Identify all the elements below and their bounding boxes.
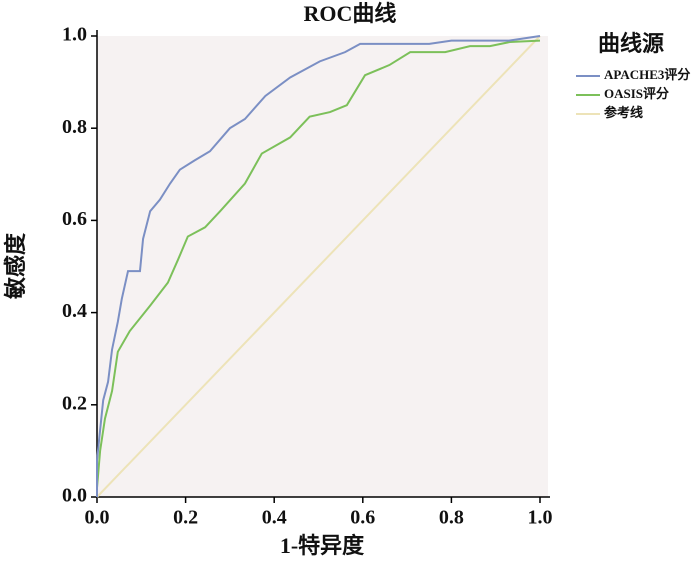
legend-label: 参考线: [604, 105, 643, 120]
x-tick-label: 1.0: [528, 507, 553, 529]
legend-title: 曲线源: [598, 31, 664, 56]
roc-line: [96, 35, 541, 497]
x-axis-title: 1-特异度: [280, 533, 365, 558]
legend-label: APACHE3评分: [604, 67, 690, 82]
y-tick-label: 0.0: [62, 485, 87, 507]
y-tick-label: 0.4: [62, 300, 87, 322]
x-tick-label: 0.2: [173, 507, 198, 529]
x-tick-label: 0.0: [85, 507, 110, 529]
x-tick-label: 0.4: [262, 507, 287, 529]
y-tick-label: 0.2: [62, 392, 87, 414]
y-tick-label: 1.0: [62, 24, 87, 46]
roc-line: [96, 39, 541, 488]
y-tick-label: 0.8: [62, 116, 87, 138]
y-axis-title: 敏感度: [3, 232, 28, 300]
y-tick-label: 0.6: [62, 208, 87, 230]
x-tick-label: 0.8: [439, 507, 464, 529]
chart-title: ROC曲线: [304, 1, 397, 26]
roc-line: [96, 35, 541, 498]
legend-label: OASIS评分: [604, 86, 669, 101]
x-tick-label: 0.6: [350, 507, 375, 529]
